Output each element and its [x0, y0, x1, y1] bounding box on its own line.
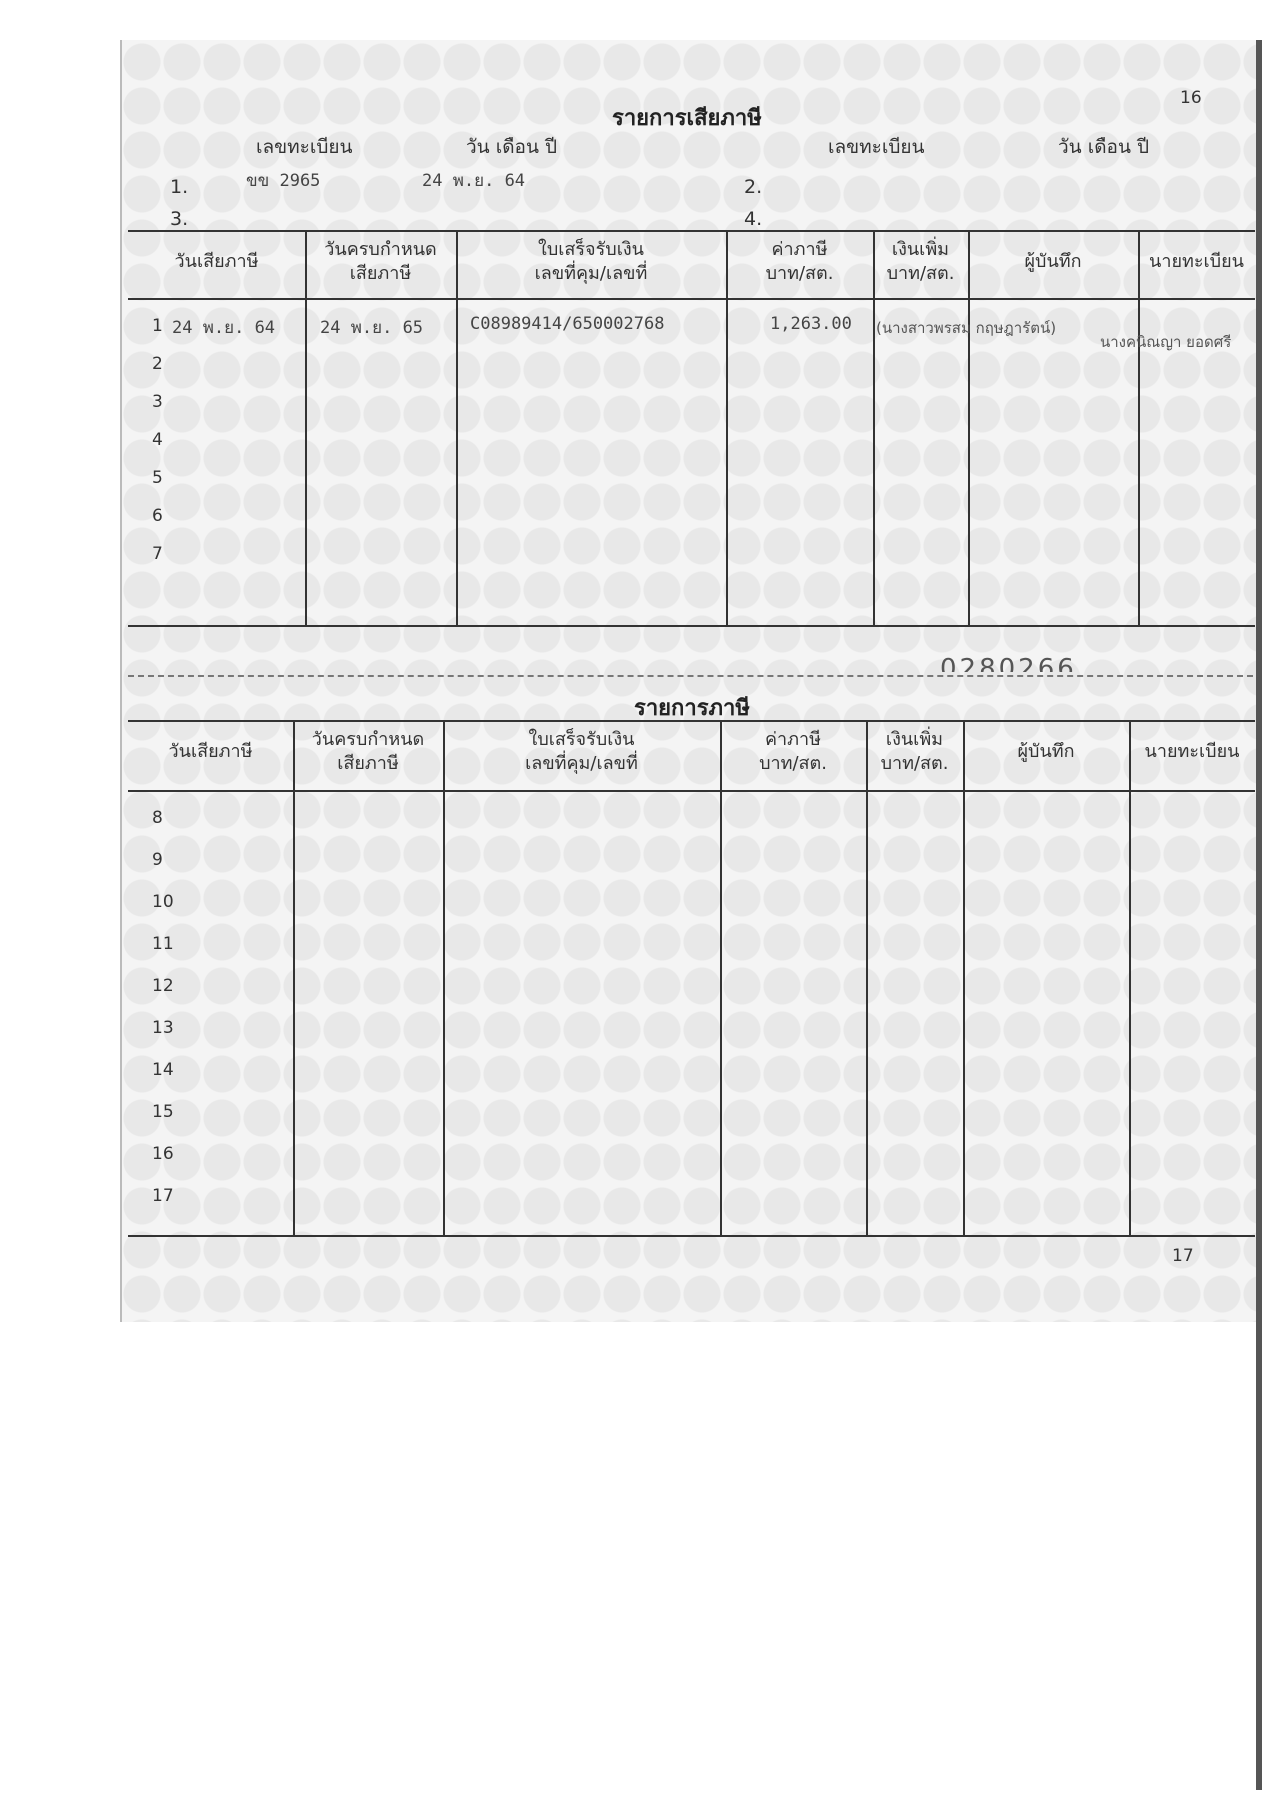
column-header: เงินเพิ่ม บาท/สต.: [886, 239, 955, 284]
row-number: 12: [152, 976, 174, 996]
row-number: 13: [152, 1018, 174, 1038]
row1-registrar-stamp: นางคนิณญา ยอดศรี: [1100, 333, 1232, 351]
row1-due-date: 24 พ.ย. 65: [320, 318, 424, 338]
column-header: เงินเพิ่ม บาท/สต.: [880, 729, 949, 774]
row-number: 17: [152, 1186, 174, 1206]
row-number: 15: [152, 1102, 174, 1122]
row-number: 7: [152, 544, 163, 564]
row1-paid-date: 24 พ.ย. 64: [172, 318, 276, 338]
column-header: ค่าภาษี บาท/สต.: [765, 239, 834, 284]
row-number: 9: [152, 850, 163, 870]
row-number: 3: [152, 392, 163, 412]
entry-1-index: 1.: [170, 176, 189, 198]
column-header: ใบเสร็จรับเงิน เลขที่คุม/เลขที่: [525, 729, 638, 774]
page-number-top: 16: [1180, 88, 1202, 108]
entry-3-index: 3.: [170, 208, 189, 230]
column-divider: [866, 720, 868, 1235]
column-divider: [1138, 230, 1140, 625]
column-divider: [873, 230, 875, 625]
table-bottom-border: [128, 1235, 1255, 1237]
header-bottom-border: [128, 790, 1255, 792]
row-number: 1: [152, 316, 163, 336]
serial-number: 0280266: [940, 654, 1077, 684]
row-number: 2: [152, 354, 163, 374]
reg-label-right: เลขทะเบียน: [828, 136, 925, 158]
row1-recorder-stamp: (นางสาวพรสม กฤษฎารัตน์): [876, 319, 1057, 337]
entry-1-reg: ขข 2965: [246, 171, 321, 191]
row-number: 16: [152, 1144, 174, 1164]
row-number: 14: [152, 1060, 174, 1080]
row1-tax: 1,263.00: [770, 314, 852, 334]
table-bottom-border: [128, 625, 1255, 627]
table-top-border: [128, 230, 1255, 232]
column-header: นายทะเบียน: [1149, 251, 1244, 272]
column-divider: [968, 230, 970, 625]
table-top-border: [128, 720, 1255, 722]
section2-title: รายการภาษี: [634, 696, 750, 721]
column-divider: [456, 230, 458, 625]
column-header: วันเสียภาษี: [168, 741, 253, 762]
row1-receipt: C08989414/650002768: [470, 314, 665, 334]
date-label-right: วัน เดือน ปี: [1058, 136, 1150, 158]
row-number: 5: [152, 468, 163, 488]
perforation-line: [128, 675, 1253, 677]
entry-2-index: 2.: [744, 176, 763, 198]
row-number: 8: [152, 808, 163, 828]
column-divider: [293, 720, 295, 1235]
entry-1-date: 24 พ.ย. 64: [422, 171, 526, 191]
column-header: วันเสียภาษี: [174, 251, 259, 272]
column-divider: [720, 720, 722, 1235]
row-number: 4: [152, 430, 163, 450]
scan-edge: [1256, 40, 1262, 1790]
column-header: วันครบกำหนด เสียภาษี: [324, 239, 437, 284]
column-divider: [305, 230, 307, 625]
header-bottom-border: [128, 298, 1255, 300]
section1-title: รายการเสียภาษี: [612, 106, 762, 131]
reg-label-left: เลขทะเบียน: [256, 136, 353, 158]
column-divider: [443, 720, 445, 1235]
entry-4-index: 4.: [744, 208, 763, 230]
date-label-left: วัน เดือน ปี: [466, 136, 558, 158]
row-number: 11: [152, 934, 174, 954]
column-header: ใบเสร็จรับเงิน เลขที่คุม/เลขที่: [534, 239, 648, 284]
column-header: นายทะเบียน: [1144, 741, 1240, 762]
row-number: 6: [152, 506, 163, 526]
column-divider: [963, 720, 965, 1235]
row-number: 10: [152, 892, 174, 912]
column-header: ผู้บันทึก: [1024, 251, 1082, 272]
column-divider: [726, 230, 728, 625]
column-header: วันครบกำหนด เสียภาษี: [311, 729, 425, 774]
page-number-bottom: 17: [1172, 1246, 1194, 1266]
document-page: [120, 40, 1258, 1322]
column-header: ค่าภาษี บาท/สต.: [759, 729, 827, 774]
column-header: ผู้บันทึก: [1017, 741, 1075, 762]
column-divider: [1129, 720, 1131, 1235]
